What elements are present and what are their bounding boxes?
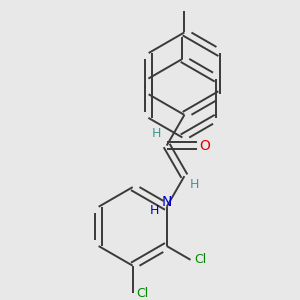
Text: H: H <box>150 204 160 217</box>
Text: N: N <box>161 195 172 209</box>
Text: Cl: Cl <box>136 287 149 300</box>
Text: O: O <box>199 139 210 152</box>
Text: H: H <box>152 127 162 140</box>
Text: Cl: Cl <box>194 253 207 266</box>
Text: H: H <box>190 178 199 190</box>
